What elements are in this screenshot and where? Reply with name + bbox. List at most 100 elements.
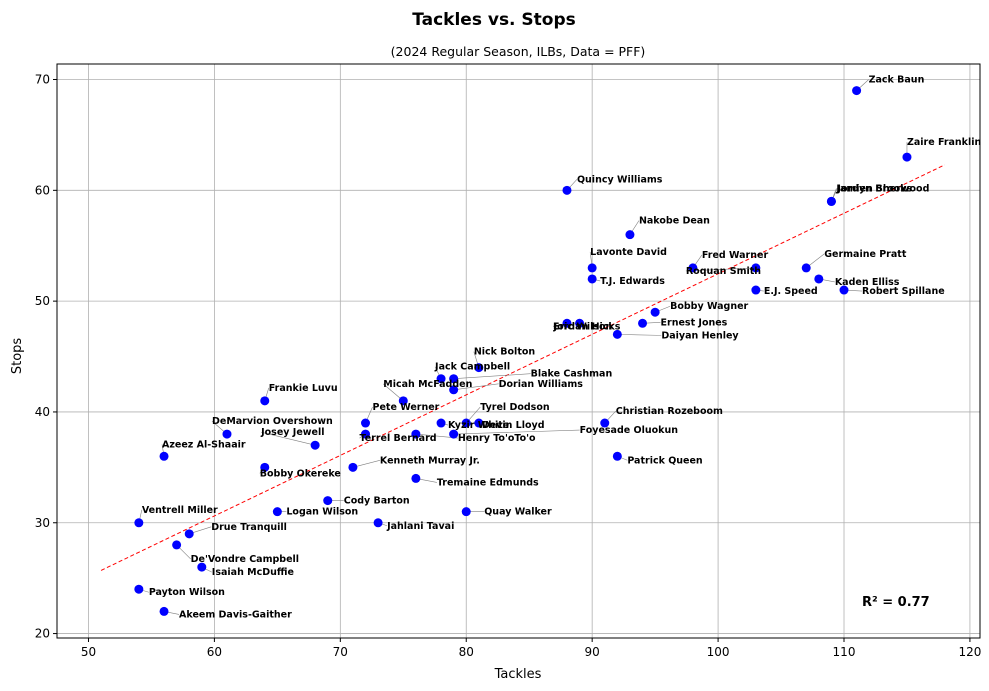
point-zack-baun — [852, 86, 862, 96]
label-quincy-williams: Quincy Williams — [577, 174, 663, 185]
label-frankie-luvu: Frankie Luvu — [269, 383, 338, 394]
label-akeem-davis-gaither: Akeem Davis-Gaither — [179, 609, 292, 620]
point-tremaine-edmunds — [411, 473, 421, 483]
label-bobby-wagner: Bobby Wagner — [670, 301, 748, 312]
x-tick-label: 60 — [207, 645, 222, 659]
point-e-j-speed — [751, 285, 761, 295]
leader-dorian-williams — [453, 383, 499, 391]
label-cody-barton: Cody Barton — [344, 496, 410, 507]
r-squared-annotation: R² = 0.77 — [862, 595, 930, 610]
label-quay-walker: Quay Walker — [484, 507, 552, 518]
point-kaden-elliss — [814, 274, 824, 284]
chart-title: Tackles vs. Stops — [412, 10, 576, 30]
point-terrel-bernard — [361, 429, 371, 439]
label-kenneth-murray-jr: Kenneth Murray Jr. — [380, 455, 480, 466]
label-henry-to-oto-o: Henry To'oTo'o — [458, 433, 536, 444]
x-axis-title: Tackles — [494, 667, 542, 682]
label-jordan-hicks: Jordan Hicks — [553, 321, 621, 332]
axis-ticks: 50 60 70 80 90 100 110 120 20 30 40 50 60 70 — [35, 73, 982, 659]
label-jordyn-brooks: Jordyn Brooks — [836, 183, 912, 194]
point-roquan-smith — [751, 263, 761, 273]
point-jamien-sherwood — [826, 196, 836, 206]
data-points — [134, 86, 912, 616]
point-daiyan-henley — [612, 329, 622, 339]
point-zaire-franklin — [902, 152, 912, 162]
point-lavonte-david — [587, 263, 597, 273]
label-azeez-al-shaair: Azeez Al-Shaair — [162, 439, 246, 450]
label-fred-warner: Fred Warner — [702, 250, 769, 261]
point-jordan-hicks — [575, 318, 585, 328]
x-tick-label: 70 — [333, 645, 348, 659]
point-robert-spillane — [839, 285, 849, 295]
point-drue-tranquill — [184, 529, 194, 539]
label-jack-campbell: Jack Campbell — [434, 362, 510, 373]
label-payton-wilson: Payton Wilson — [149, 587, 225, 598]
label-nakobe-dean: Nakobe Dean — [639, 216, 710, 227]
x-tick-label: 50 — [81, 645, 96, 659]
x-tick-label: 80 — [459, 645, 474, 659]
label-e-j-speed: E.J. Speed — [764, 286, 818, 297]
point-eric-wilson — [562, 318, 572, 328]
label-micah-mcfadden: Micah McFadden — [383, 379, 472, 390]
point-pete-werner — [361, 418, 371, 428]
label-nick-bolton: Nick Bolton — [474, 347, 536, 358]
leader-daiyan-henley — [617, 334, 662, 336]
point-frankie-luvu — [260, 396, 270, 406]
x-tick-label: 100 — [707, 645, 730, 659]
label-terrel-bernard: Terrel Bernard — [360, 433, 437, 444]
x-tick-label: 90 — [585, 645, 600, 659]
y-tick-label: 50 — [35, 294, 50, 308]
x-tick-label: 110 — [833, 645, 856, 659]
point-isaiah-mcduffie — [197, 562, 207, 572]
label-foyesade-oluokun: Foyesade Oluokun — [580, 425, 679, 436]
y-tick-label: 30 — [35, 516, 50, 530]
grid-lines — [57, 64, 980, 638]
point-quincy-williams — [562, 185, 572, 195]
label-roquan-smith: Roquan Smith — [686, 266, 761, 277]
chart-subtitle: (2024 Regular Season, ILBs, Data = PFF) — [391, 44, 646, 59]
point-logan-wilson — [272, 507, 282, 517]
point-labels: Zack Baun Zaire Franklin Jordyn BrooksJami… — [142, 75, 982, 621]
label-pete-werner: Pete Werner — [373, 402, 440, 413]
point-henry-to-oto-o — [411, 429, 421, 439]
label-devin-lloyd: Devin Lloyd — [482, 420, 545, 431]
label-drue-tranquill: Drue Tranquill — [211, 522, 287, 533]
label-t-j-edwards: T.J. Edwards — [600, 276, 665, 287]
leader-roquan-smith — [685, 267, 756, 272]
y-axis-title: Stops — [10, 338, 25, 375]
label-patrick-queen: Patrick Queen — [627, 455, 703, 466]
label-bobby-okereke: Bobby Okereke — [260, 468, 341, 479]
y-tick-label: 70 — [35, 73, 50, 87]
point-akeem-davis-gaither — [159, 606, 169, 616]
point-quay-walker — [461, 507, 471, 517]
point-tyrel-dodson — [461, 418, 471, 428]
point-de-vondre-campbell — [172, 540, 182, 550]
label-blake-cashman: Blake Cashman — [531, 369, 613, 380]
point-demarvion-overshown — [222, 429, 232, 439]
point-foyesade-oluokun — [449, 429, 459, 439]
y-tick-label: 20 — [35, 627, 50, 641]
point-germaine-pratt — [801, 263, 811, 273]
point-blake-cashman — [449, 374, 459, 384]
leader-foyesade-oluokun — [453, 429, 580, 435]
label-zack-baun: Zack Baun — [869, 75, 925, 86]
label-demarvion-overshown: DeMarvion Overshown — [212, 416, 333, 427]
point-dorian-williams — [449, 385, 459, 395]
point-patrick-queen — [612, 451, 622, 461]
leader-blake-cashman — [453, 373, 531, 380]
x-tick-label: 120 — [958, 645, 981, 659]
point-jahlani-tavai — [373, 518, 383, 528]
point-azeez-al-shaair — [159, 451, 169, 461]
point-devin-lloyd — [474, 418, 484, 428]
point-bobby-okereke — [260, 462, 270, 472]
label-isaiah-mcduffie: Isaiah McDuffie — [212, 567, 294, 578]
point-fred-warner — [688, 263, 698, 273]
plot-frame — [56, 63, 981, 639]
label-jahlani-tavai: Jahlani Tavai — [386, 521, 454, 532]
label-daiyan-henley: Daiyan Henley — [661, 330, 739, 341]
point-christian-rozeboom — [600, 418, 610, 428]
label-zaire-franklin: Zaire Franklin — [907, 137, 982, 148]
y-tick-label: 40 — [35, 405, 50, 419]
point-kyzir-white — [436, 418, 446, 428]
trend-line-group — [100, 164, 945, 571]
